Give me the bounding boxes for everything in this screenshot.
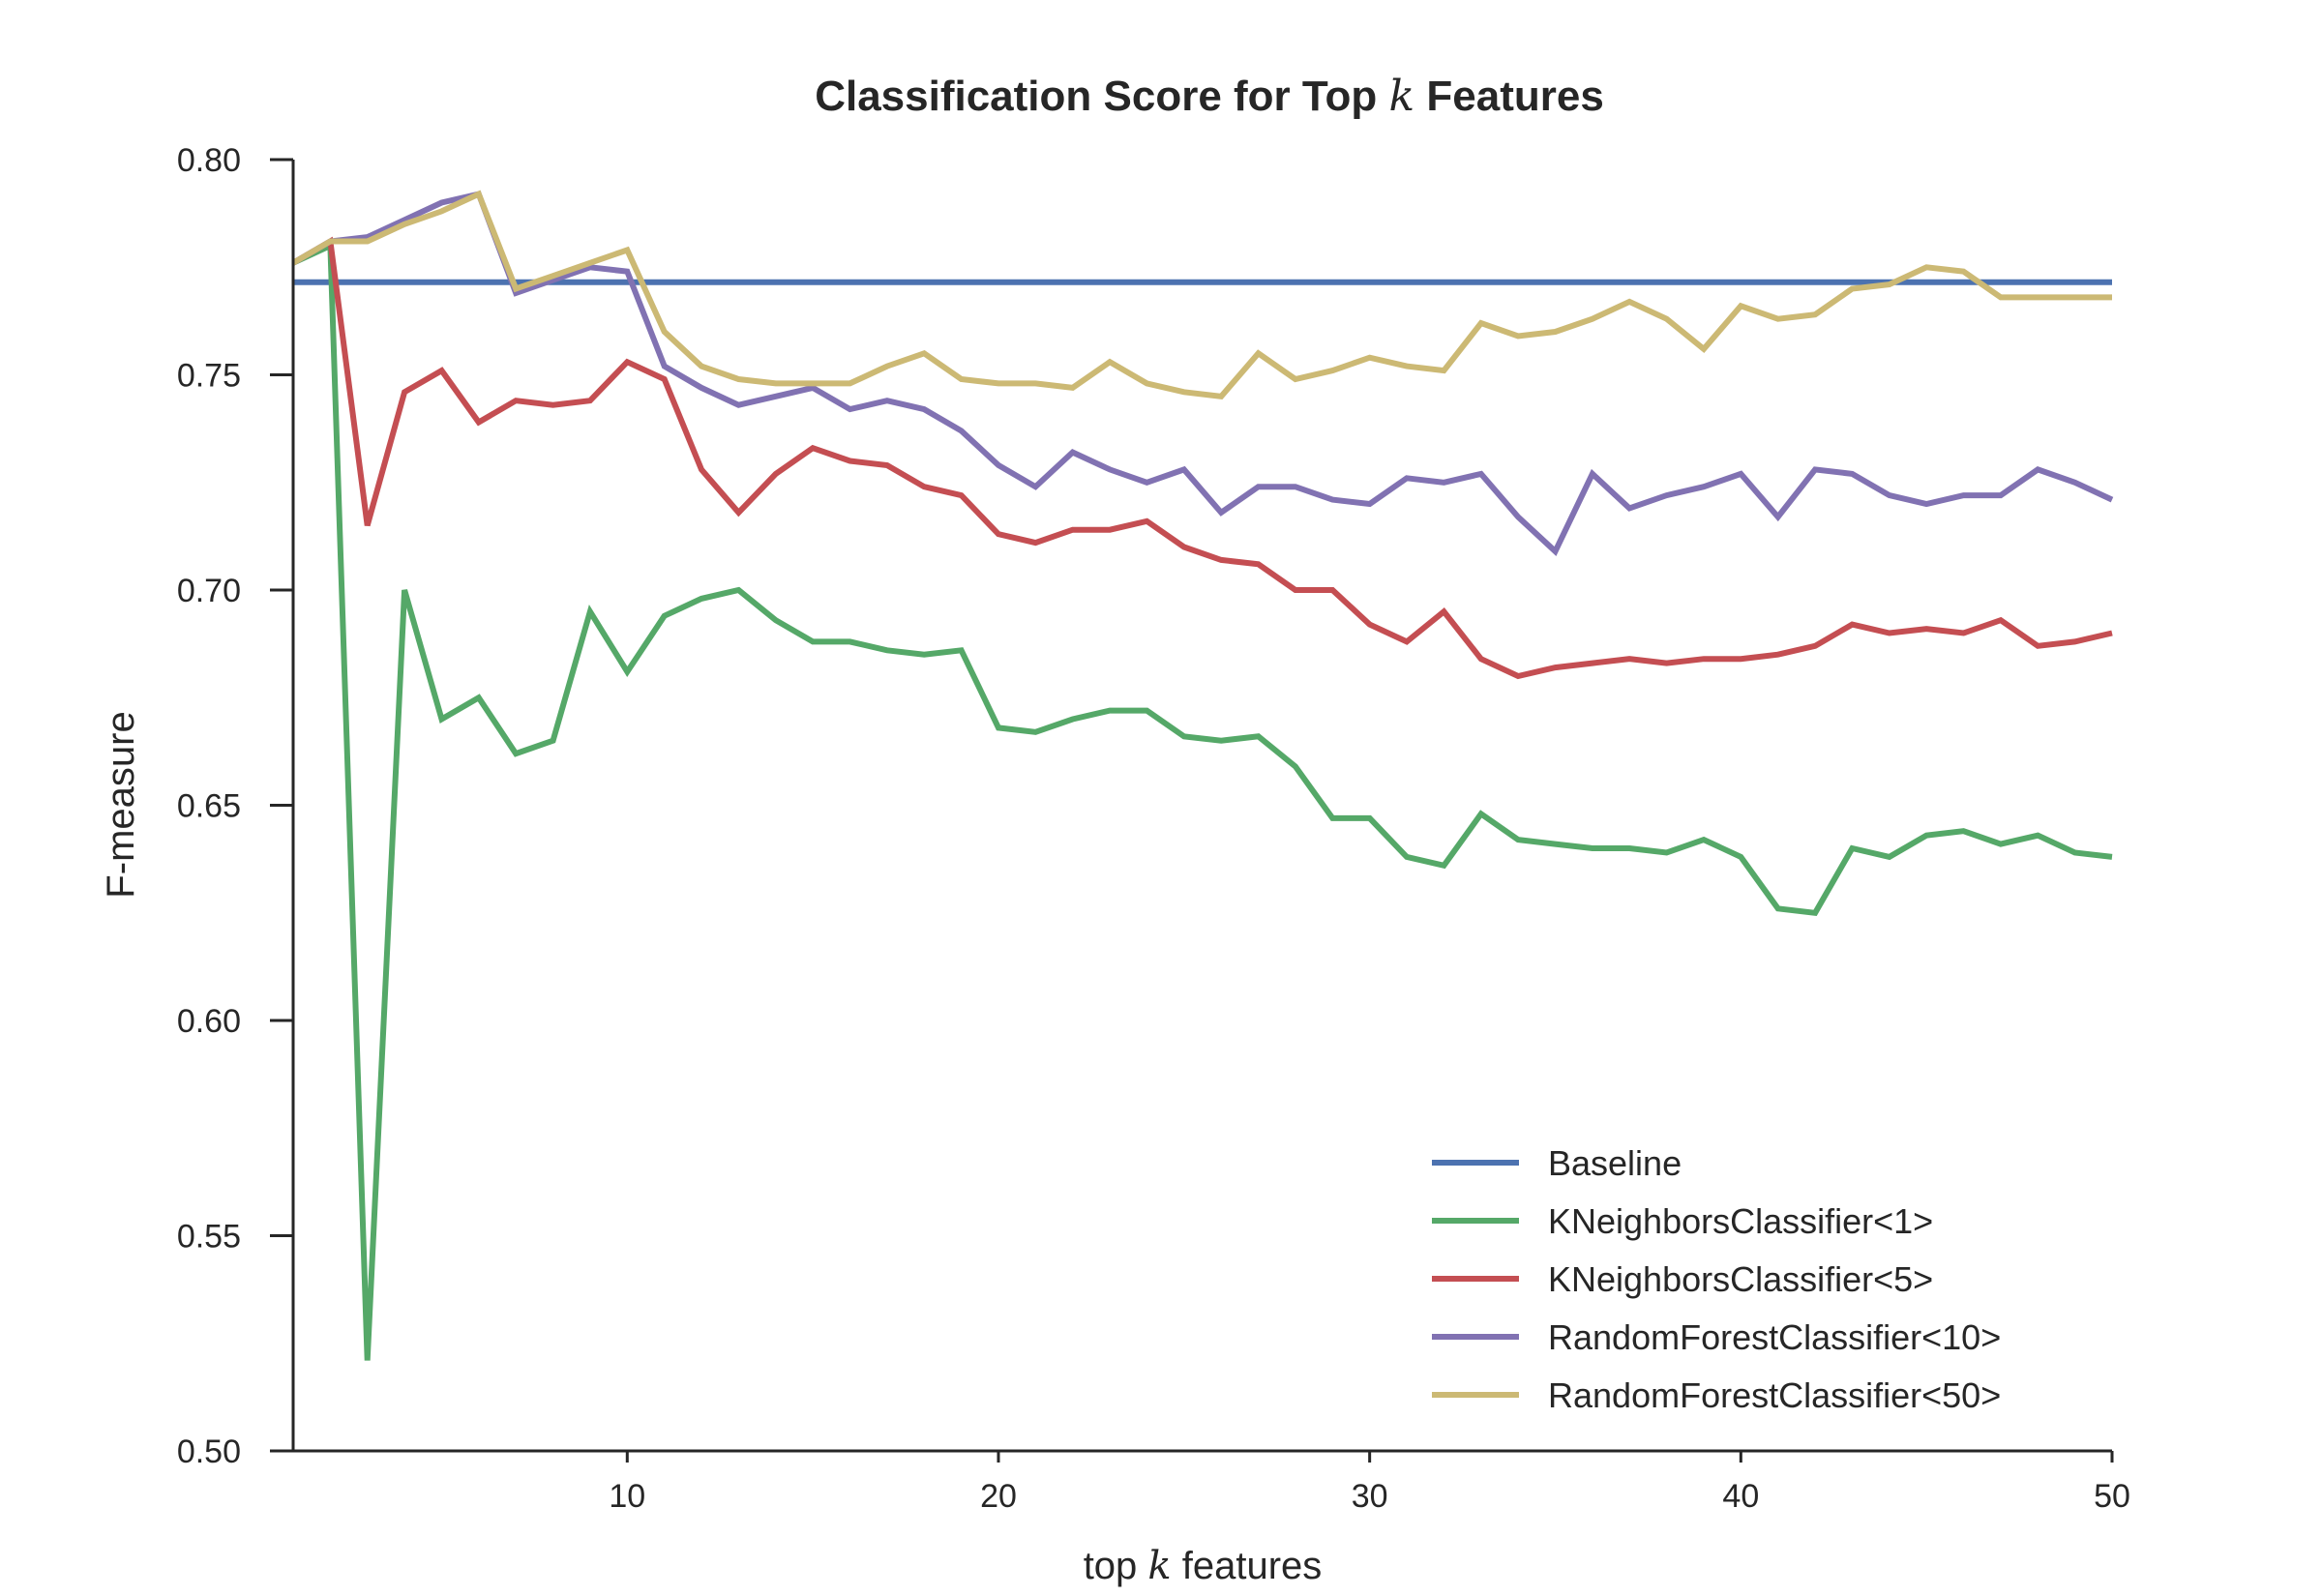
legend-entry: Baseline	[1432, 1143, 1682, 1183]
legend-label: RandomForestClassifier<50>	[1548, 1375, 2001, 1415]
x-tick-label: 50	[2094, 1478, 2130, 1515]
y-ticks: 0.50 0.55 0.60 0.65 0.70 0.75 0.80	[177, 142, 293, 1470]
y-axis-label: F-measure	[100, 711, 142, 898]
x-tick-label: 20	[980, 1478, 1017, 1515]
x-ticks: 10 20 30 40 50	[609, 1451, 2130, 1515]
chart-title: Classification Score for Top k Features	[815, 72, 1604, 121]
series-line-3	[291, 191, 2114, 556]
y-tick-label: 0.70	[177, 573, 241, 609]
x-tick-label: 30	[1352, 1478, 1388, 1515]
y-tick-label: 0.75	[177, 358, 241, 395]
legend-label: RandomForestClassifier<10>	[1548, 1317, 2001, 1357]
y-tick-label: 0.80	[177, 142, 241, 179]
series-line-1	[291, 241, 2113, 1361]
y-tick-label: 0.65	[177, 788, 241, 825]
x-tick-label: 40	[1722, 1478, 1759, 1515]
y-tick-label: 0.60	[177, 1003, 241, 1040]
series-line-4	[291, 190, 2112, 399]
y-tick-label: 0.50	[177, 1433, 241, 1470]
plot-area: 10 20 30 40 50 0.50 0.55 0.60 0.65 0.70 0.75 0.80	[177, 142, 2130, 1515]
legend: Baseline KNeighborsClassifier<1> KNeighbor…	[1432, 1143, 2001, 1415]
legend-entry: RandomForestClassifier<50>	[1432, 1375, 2001, 1415]
series-line-2	[291, 236, 2113, 680]
legend-entry: RandomForestClassifier<10>	[1432, 1317, 2001, 1357]
legend-label: Baseline	[1548, 1143, 1682, 1183]
legend-label: KNeighborsClassifier<1>	[1548, 1201, 1933, 1241]
series-layer	[291, 190, 2114, 1361]
x-tick-label: 10	[609, 1478, 645, 1515]
x-axis-label: top k features	[1084, 1544, 1323, 1588]
legend-entry: KNeighborsClassifier<5>	[1432, 1259, 1933, 1299]
legend-label: KNeighborsClassifier<5>	[1548, 1259, 1933, 1299]
y-tick-label: 0.55	[177, 1219, 241, 1256]
legend-entry: KNeighborsClassifier<1>	[1432, 1201, 1933, 1241]
